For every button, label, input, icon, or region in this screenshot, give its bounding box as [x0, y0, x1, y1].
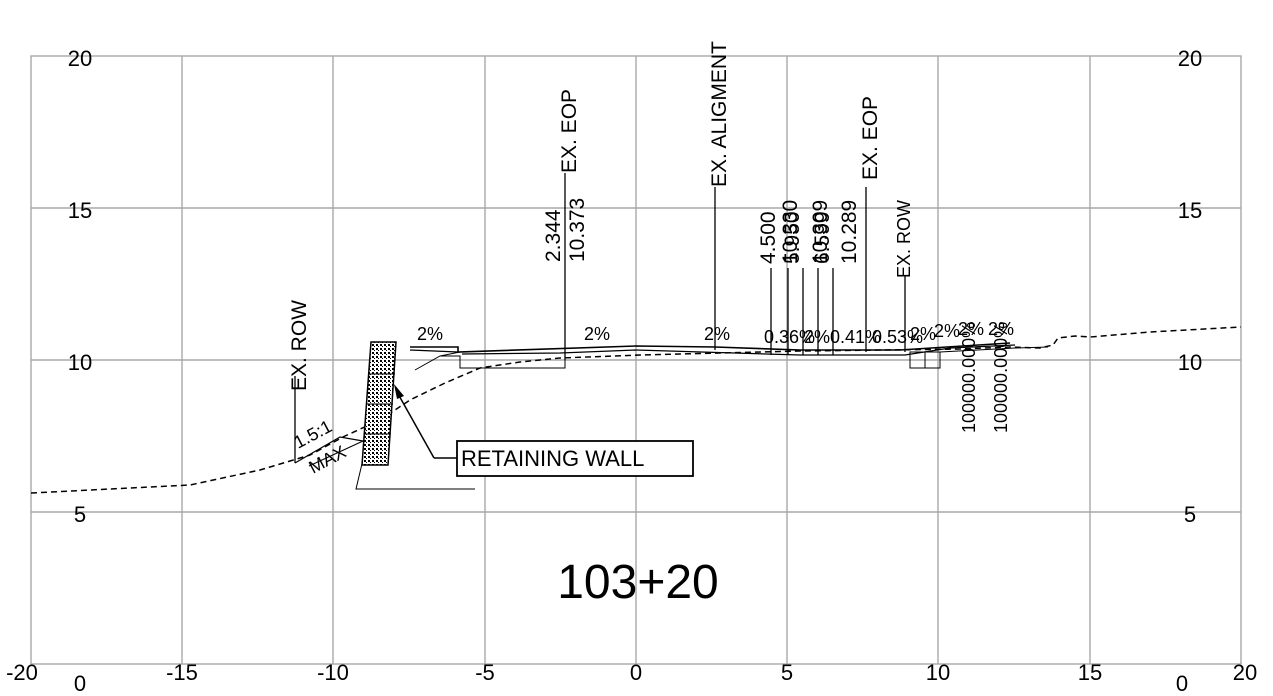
offset-label: 6.599 [811, 211, 834, 264]
x-tick-label: -10 [317, 660, 349, 685]
offset-label: 10.289 [838, 200, 861, 264]
station-label: 103+20 [557, 556, 719, 609]
callout-leader [396, 391, 435, 459]
x-tick-label: -15 [166, 660, 198, 685]
grid [30, 55, 1242, 665]
offset-label: 5.950 [781, 211, 804, 264]
y-tick-label: 5 [1184, 502, 1196, 527]
ex-eop-left-label: EX. EOP [558, 89, 581, 173]
x-tick-label: 20 [1233, 660, 1257, 685]
ex-alignment-label: EX. ALIGMENT [708, 41, 731, 187]
y-tick-label: 10 [1178, 350, 1202, 375]
callout-arrowhead [394, 384, 404, 399]
x-axis-labels: -20 -15 -10 -5 0 5 10 15 20 [6, 660, 1257, 685]
x-tick-label: 15 [1078, 660, 1102, 685]
slope-label: 2% [704, 324, 730, 344]
y-tick-label: 0 [1176, 671, 1188, 696]
y-tick-label: 0 [74, 671, 86, 696]
offset-label: 2.344 [542, 209, 565, 262]
retaining-wall-callout-box [456, 440, 694, 477]
slope-line [294, 436, 364, 464]
offset-label: 100000.000% [959, 322, 979, 433]
slope-label: 2% [417, 324, 443, 344]
offset-label: 4.500 [757, 211, 780, 264]
y-tick-label: 15 [1178, 198, 1202, 223]
offset-label: 10.309 [809, 200, 832, 264]
ex-row-right-label: EX. ROW [894, 200, 914, 278]
existing-ground-line [30, 326, 1242, 494]
y-tick-label: 10 [68, 350, 92, 375]
y-axis-labels-right: 20 15 10 5 0 [1176, 46, 1202, 696]
slope-label: 0.41% [830, 327, 881, 347]
slope-label: 2% [804, 327, 830, 347]
slope-label: 2% [584, 324, 610, 344]
y-tick-label: 15 [68, 198, 92, 223]
x-tick-label: 5 [781, 660, 793, 685]
y-tick-label: 20 [1178, 46, 1202, 71]
slope-label: 2% [988, 319, 1014, 339]
slope-max-label: MAX [305, 442, 349, 478]
pavement [409, 342, 1049, 371]
x-tick-label: -20 [6, 660, 38, 685]
y-tick-label: 20 [68, 46, 92, 71]
slope-label: 0.36% [764, 327, 815, 347]
y-axis-labels-left: 20 15 10 5 0 [68, 46, 92, 696]
x-tick-label: -5 [475, 660, 495, 685]
x-tick-label: 0 [630, 660, 642, 685]
x-tick-label: 10 [926, 660, 950, 685]
offset-label: 10.373 [566, 198, 589, 262]
slope-label: 2% [934, 321, 960, 341]
ex-eop-right-label: EX. EOP [859, 96, 882, 180]
slope-line [308, 440, 364, 467]
slope-label: 2% [910, 324, 936, 344]
slope-label: 0.53% [872, 327, 923, 347]
y-tick-label: 5 [74, 502, 86, 527]
retaining-wall-label: RETAINING WALL [461, 446, 644, 471]
slope-label: 2% [958, 319, 984, 339]
offset-label: 10.330 [779, 200, 802, 264]
offset-label: 100000.000% [991, 322, 1011, 433]
ex-row-left-label: EX. ROW [288, 300, 311, 391]
